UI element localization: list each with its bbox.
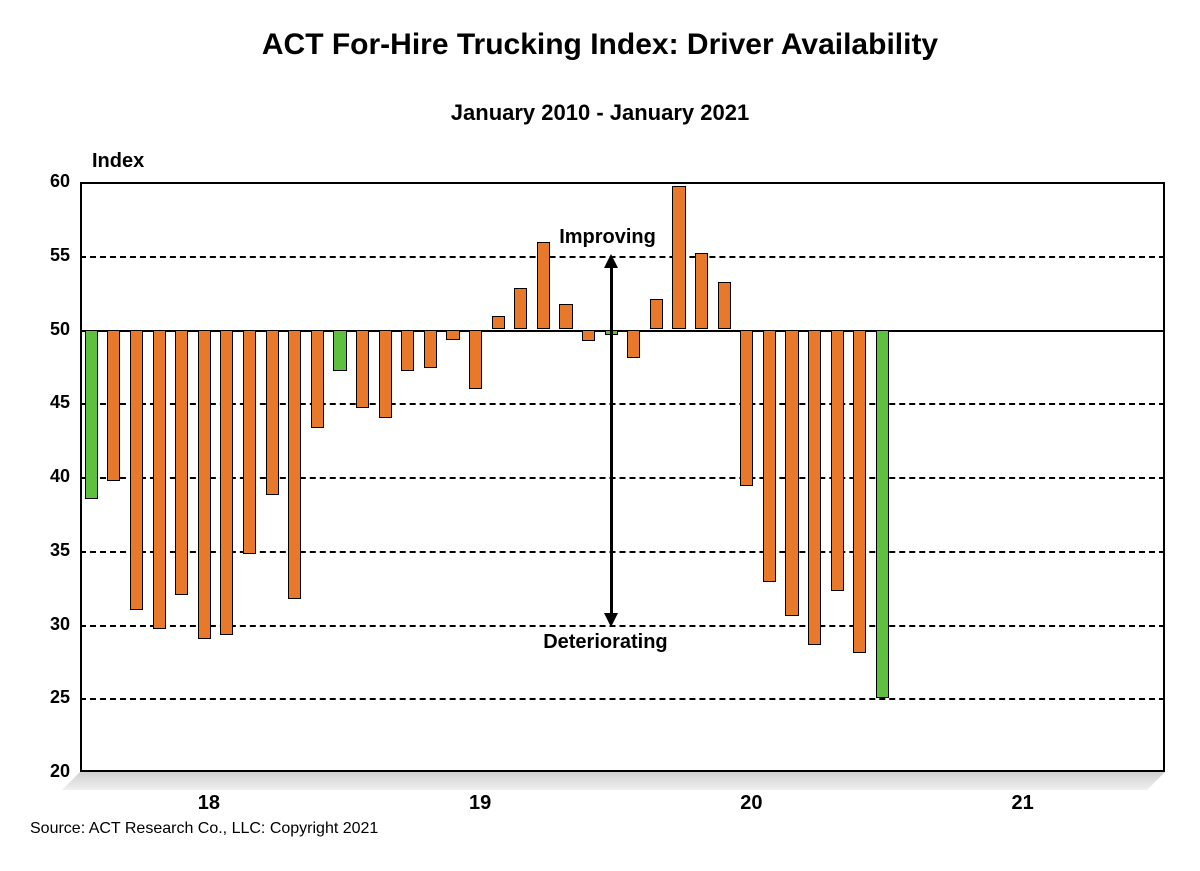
bar xyxy=(627,330,640,358)
arrow-shaft xyxy=(610,266,613,615)
bar xyxy=(243,330,256,554)
bar xyxy=(153,330,166,629)
chart-title: ACT For-Hire Trucking Index: Driver Avai… xyxy=(0,28,1200,62)
bar xyxy=(175,330,188,596)
chart-container: ACT For-Hire Trucking Index: Driver Avai… xyxy=(0,0,1200,871)
bar xyxy=(401,330,414,371)
y-axis-label: Index xyxy=(92,150,144,173)
ytick-label: 50 xyxy=(30,319,70,340)
ytick-label: 60 xyxy=(30,171,70,192)
bar xyxy=(492,316,505,329)
gridline xyxy=(80,625,1165,627)
annotation-improving: Improving xyxy=(559,226,656,249)
bar xyxy=(876,330,889,699)
chart-subtitle: January 2010 - January 2021 xyxy=(0,100,1200,126)
bar xyxy=(582,330,595,342)
ytick-label: 40 xyxy=(30,466,70,487)
bar xyxy=(853,330,866,653)
bar xyxy=(424,330,437,368)
bar xyxy=(718,282,731,329)
bar xyxy=(311,330,324,429)
bar xyxy=(446,330,459,340)
bar xyxy=(198,330,211,640)
ytick-label: 35 xyxy=(30,540,70,561)
bar xyxy=(107,330,120,482)
ytick-label: 25 xyxy=(30,687,70,708)
arrow-head-up-icon xyxy=(604,254,618,268)
bar xyxy=(831,330,844,591)
gridline xyxy=(80,698,1165,700)
bar xyxy=(537,242,550,329)
bar xyxy=(740,330,753,486)
bar xyxy=(288,330,301,600)
xtick-label: 20 xyxy=(731,792,771,815)
gridline xyxy=(80,256,1165,258)
annotation-deteriorating: Deteriorating xyxy=(543,631,667,654)
bar xyxy=(356,330,369,408)
bar xyxy=(695,253,708,330)
ytick-label: 45 xyxy=(30,392,70,413)
bar xyxy=(220,330,233,635)
bar xyxy=(469,330,482,389)
arrow-head-down-icon xyxy=(604,613,618,627)
bar xyxy=(559,304,572,329)
bar xyxy=(672,186,685,329)
bar xyxy=(514,288,527,329)
xtick-label: 19 xyxy=(460,792,500,815)
plot-3d-floor xyxy=(62,772,1165,790)
chart-source: Source: ACT Research Co., LLC: Copyright… xyxy=(30,820,378,838)
ytick-label: 20 xyxy=(30,761,70,782)
bar xyxy=(266,330,279,495)
bar xyxy=(650,299,663,330)
bar xyxy=(763,330,776,582)
bar xyxy=(379,330,392,419)
ytick-label: 30 xyxy=(30,614,70,635)
xtick-label: 18 xyxy=(189,792,229,815)
ytick-label: 55 xyxy=(30,245,70,266)
xtick-label: 21 xyxy=(1003,792,1043,815)
bar xyxy=(785,330,798,616)
plot-area: Improving Deteriorating xyxy=(80,182,1165,772)
bar xyxy=(333,330,346,371)
bar xyxy=(130,330,143,610)
bar xyxy=(808,330,821,646)
bar xyxy=(85,330,98,500)
